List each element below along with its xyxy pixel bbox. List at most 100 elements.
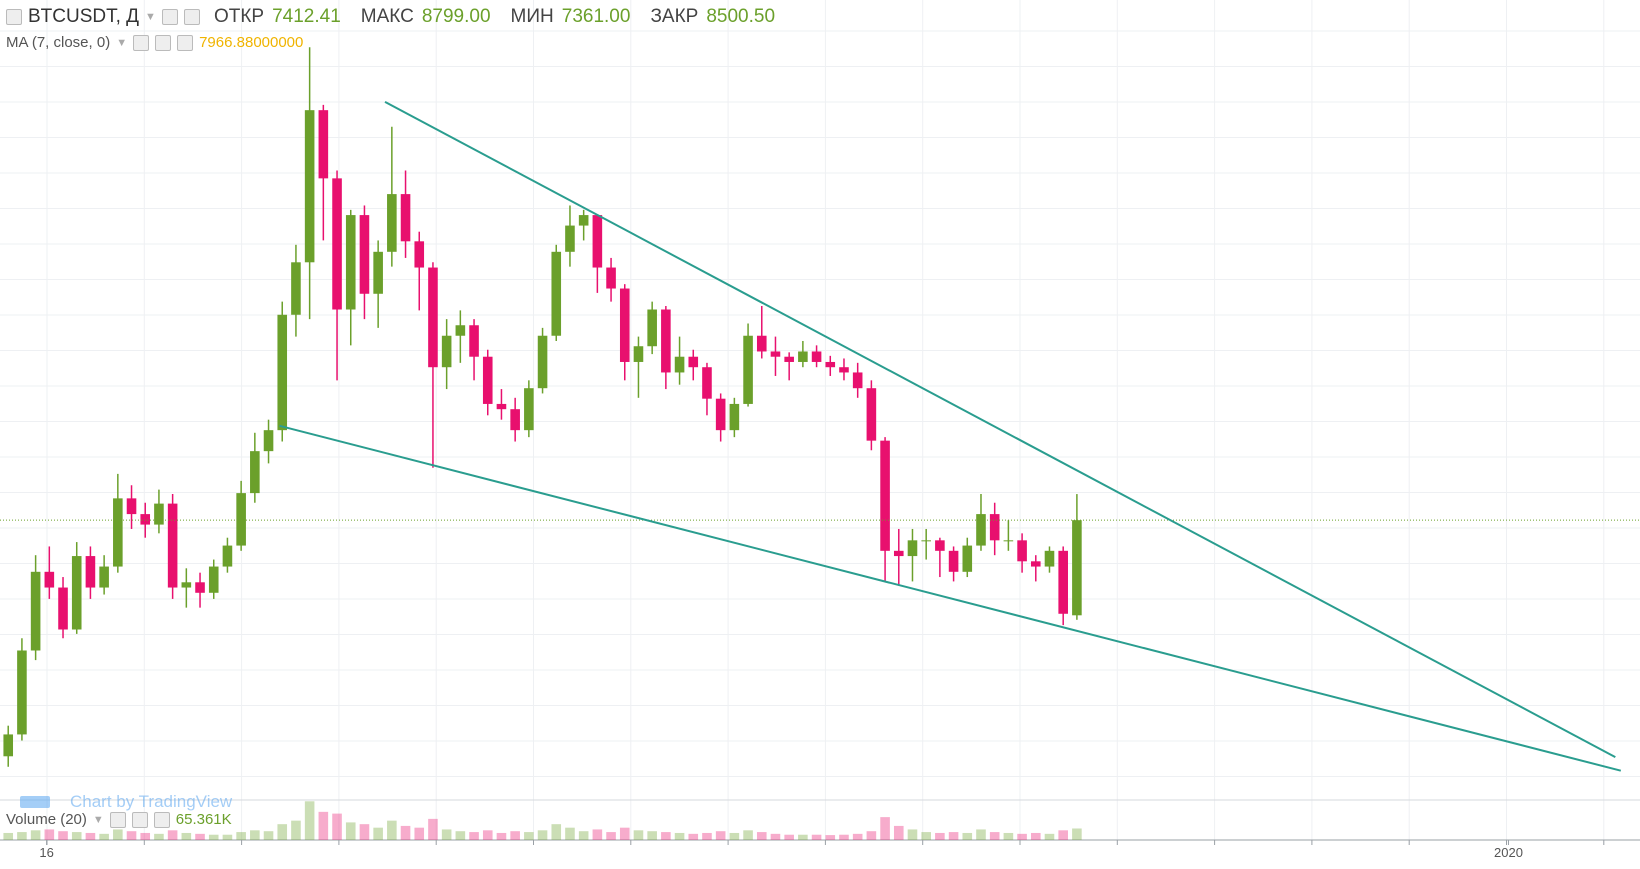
volume-bar bbox=[743, 830, 753, 840]
volume-bar bbox=[510, 831, 520, 840]
volume-bar bbox=[1017, 833, 1027, 840]
volume-bar bbox=[154, 833, 164, 840]
candle-body bbox=[181, 582, 192, 588]
candle-body bbox=[962, 545, 973, 572]
volume-bar bbox=[318, 811, 329, 840]
candle-body bbox=[633, 346, 644, 362]
volume-bar bbox=[414, 827, 425, 840]
candle-body bbox=[99, 566, 109, 588]
candle-body bbox=[482, 356, 493, 404]
volume-bar bbox=[798, 834, 808, 840]
volume-bar bbox=[250, 830, 260, 840]
candle-body bbox=[524, 388, 534, 431]
volume-bar bbox=[647, 831, 657, 840]
volume-bar bbox=[770, 833, 781, 840]
volume-bar bbox=[907, 829, 918, 840]
ma-settings-icon[interactable] bbox=[155, 34, 172, 51]
volume-bar bbox=[208, 834, 219, 840]
candle-body bbox=[619, 288, 630, 362]
settings-icon[interactable] bbox=[183, 9, 200, 25]
ma-menu[interactable]: ▼ bbox=[116, 36, 128, 49]
ma-visibility-icon[interactable] bbox=[133, 34, 150, 51]
volume-bar bbox=[893, 825, 904, 840]
candle-body bbox=[852, 372, 863, 389]
volume-bar bbox=[729, 832, 740, 840]
candle-body bbox=[729, 403, 740, 431]
visibility-icon[interactable] bbox=[161, 9, 178, 25]
candle-body bbox=[537, 335, 548, 389]
candle-body bbox=[551, 251, 562, 336]
volume-settings-icon[interactable] bbox=[131, 811, 148, 828]
volume-bar bbox=[400, 825, 411, 840]
volume-bar bbox=[551, 824, 562, 840]
candle-body bbox=[304, 110, 315, 263]
trendline bbox=[279, 424, 1622, 772]
candle-body bbox=[58, 587, 68, 630]
candle-body bbox=[880, 440, 890, 551]
volume-bar bbox=[1072, 828, 1082, 840]
candle-body bbox=[373, 251, 383, 294]
volume-bar bbox=[277, 824, 288, 840]
candle-body bbox=[250, 451, 260, 494]
volume-bar bbox=[140, 832, 151, 840]
candle-body bbox=[30, 571, 41, 651]
candle-body bbox=[291, 262, 301, 315]
candle-body bbox=[989, 514, 1000, 541]
volume-bar bbox=[756, 832, 767, 840]
volume-bar bbox=[661, 832, 671, 840]
collapse-icon[interactable] bbox=[6, 9, 22, 25]
volume-menu[interactable]: ▼ bbox=[92, 813, 104, 826]
volume-bar bbox=[1058, 830, 1068, 840]
candle-body bbox=[688, 356, 699, 368]
candle-body bbox=[661, 309, 671, 373]
candle-body bbox=[592, 215, 603, 268]
volume-bar bbox=[167, 830, 178, 840]
candle-body bbox=[948, 550, 959, 572]
candle-body bbox=[71, 556, 82, 630]
volume-bar bbox=[674, 832, 685, 840]
candle-body bbox=[1030, 561, 1041, 567]
candle-body bbox=[647, 309, 657, 347]
candle-body bbox=[784, 356, 794, 362]
candle-body bbox=[565, 225, 575, 252]
volume-bar bbox=[304, 801, 315, 840]
volume-bar bbox=[537, 830, 548, 840]
volume-bar bbox=[839, 834, 849, 840]
volume-bar bbox=[606, 832, 616, 840]
ma-remove-icon[interactable] bbox=[177, 34, 194, 51]
volume-bar bbox=[592, 829, 603, 840]
candle-body bbox=[1058, 550, 1068, 614]
volume-bar bbox=[1003, 832, 1014, 840]
volume-bar bbox=[85, 832, 96, 840]
symbol-menu[interactable]: ▼ bbox=[145, 11, 156, 23]
candle-body bbox=[578, 215, 589, 226]
volume-value: 65.361K bbox=[175, 811, 232, 828]
candle-body bbox=[428, 267, 438, 368]
candle-body bbox=[715, 398, 726, 431]
field-label: МИН bbox=[510, 6, 554, 27]
candle-body bbox=[976, 514, 986, 546]
candle-body bbox=[510, 409, 520, 431]
volume-remove-icon[interactable] bbox=[153, 811, 170, 828]
field-label: МАКС bbox=[360, 6, 414, 27]
candle-body bbox=[743, 335, 753, 404]
volume-bar bbox=[1044, 833, 1055, 840]
volume-label: Volume (20) bbox=[6, 811, 87, 828]
candle-body bbox=[839, 367, 849, 373]
candle-body bbox=[606, 267, 616, 289]
time-axis bbox=[0, 840, 1640, 866]
ma-legend: MA (7, close, 0) ▼ 7966.88000000 bbox=[6, 34, 303, 51]
candle-body bbox=[496, 403, 507, 410]
field-value: 7361.00 bbox=[561, 6, 631, 27]
candle-body bbox=[140, 514, 151, 525]
candle-body bbox=[277, 314, 288, 431]
volume-bar bbox=[44, 829, 55, 840]
ma-label: MA (7, close, 0) bbox=[6, 34, 111, 51]
candle-body bbox=[167, 503, 178, 588]
volume-bar bbox=[222, 834, 233, 840]
volume-bar bbox=[359, 824, 370, 840]
volume-visibility-icon[interactable] bbox=[109, 811, 126, 828]
volume-bar bbox=[962, 832, 973, 840]
